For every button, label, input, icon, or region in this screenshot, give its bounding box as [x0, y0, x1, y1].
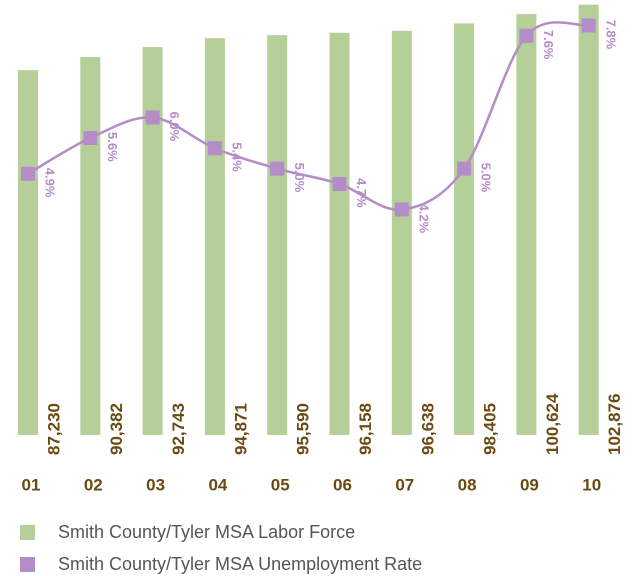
rate-value-label: 5.6%	[105, 132, 120, 162]
rate-line	[27, 21, 589, 211]
bar-value-label: 96,638	[418, 403, 437, 455]
bar	[454, 23, 475, 435]
rate-marker	[83, 131, 98, 145]
bar-value-label: 90,382	[107, 403, 126, 455]
rate-marker	[21, 166, 35, 181]
rate-value-label: 4.2%	[416, 204, 431, 234]
bar	[329, 32, 350, 435]
x-tick-label: 05	[271, 475, 290, 494]
x-tick-label: 01	[22, 475, 41, 494]
rate-marker	[394, 202, 409, 217]
legend-swatch	[20, 557, 35, 572]
rate-marker	[270, 161, 285, 176]
rate-value-label: 5.4%	[229, 142, 244, 172]
bar-value-label: 98,405	[481, 403, 500, 455]
bar	[142, 47, 163, 435]
bar-value-label: 100,624	[543, 393, 562, 455]
rate-value-label: 7.8%	[603, 20, 618, 50]
bar	[204, 38, 225, 435]
legend-label: Smith County/Tyler MSA Labor Force	[58, 522, 355, 542]
bar-value-label: 96,158	[356, 403, 375, 455]
rate-marker	[207, 141, 222, 156]
x-tick-label: 10	[582, 475, 601, 494]
x-tick-label: 09	[520, 475, 539, 494]
rate-marker	[332, 177, 347, 191]
rate-value-label: 6.0%	[167, 112, 182, 142]
legend-swatch	[20, 525, 35, 540]
bar	[391, 30, 412, 435]
rate-value-label: 4.9%	[43, 168, 58, 198]
bar-value-label: 102,876	[605, 394, 624, 455]
x-tick-label: 08	[458, 475, 477, 494]
x-tick-label: 04	[208, 475, 227, 494]
rate-marker	[145, 110, 160, 125]
x-tick-label: 06	[333, 475, 352, 494]
bar-value-label: 92,743	[169, 403, 188, 455]
bar	[18, 70, 38, 435]
x-tick-label: 07	[395, 475, 414, 494]
bar-value-label: 94,871	[231, 403, 250, 455]
rate-value-label: 5.0%	[292, 163, 307, 193]
rate-marker	[457, 161, 472, 176]
legend-label: Smith County/Tyler MSA Unemployment Rate	[58, 554, 422, 574]
bar	[80, 56, 101, 435]
rate-value-label: 5.0%	[479, 163, 494, 193]
bar	[578, 4, 599, 435]
bar-value-label: 95,590	[294, 403, 313, 455]
bar	[267, 35, 288, 435]
rate-marker	[519, 28, 534, 43]
x-tick-label: 03	[146, 475, 165, 494]
bar-value-label: 87,230	[44, 403, 63, 455]
rate-marker	[581, 18, 596, 33]
rate-value-label: 4.7%	[354, 178, 369, 208]
x-tick-label: 02	[84, 475, 103, 494]
bar	[516, 14, 537, 435]
rate-value-label: 7.6%	[541, 30, 556, 60]
